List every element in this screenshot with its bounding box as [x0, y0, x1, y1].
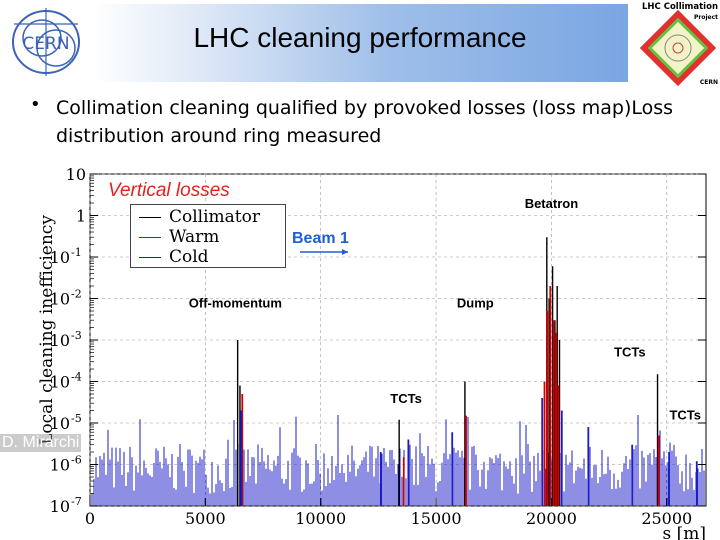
x-tick-label-5: 25000	[641, 509, 692, 528]
y-tick-label-5: 10	[50, 373, 70, 392]
y-tick-label-1: 1	[76, 207, 86, 226]
legend-entry-collimator: Collimator	[131, 207, 285, 227]
legend-swatch-warm	[139, 237, 161, 238]
legend-swatch-collimator	[139, 217, 161, 218]
y-tick-label-2: 10	[50, 248, 70, 267]
slide-title: LHC cleaning performance	[193, 22, 527, 53]
y-tick-exp-5: -4	[71, 371, 82, 384]
axis-ticks	[89, 173, 706, 507]
x-axis-label: s [m]	[662, 524, 706, 540]
y-tick-label-0: 10	[66, 165, 86, 184]
y-tick-exp-3: -2	[71, 288, 82, 301]
cern-logo: CERN	[12, 8, 80, 76]
y-tick-exp-2: -1	[71, 246, 82, 259]
legend-label-warm: Warm	[169, 227, 220, 247]
title-band	[92, 4, 628, 82]
y-tick-label-7: 10	[50, 456, 70, 475]
legend-entry-cold: Cold	[131, 247, 285, 267]
y-tick-exp-4: -3	[71, 329, 82, 342]
annotation-3: TCTs	[390, 391, 422, 406]
bullet-marker: •	[30, 94, 41, 115]
legend-label-cold: Cold	[169, 247, 209, 267]
y-tick-exp-7: -6	[71, 454, 82, 467]
y-tick-label-4: 10	[50, 331, 70, 350]
chart-title: Vertical losses	[108, 180, 230, 201]
project-logo-line2: Project	[694, 14, 718, 21]
collimation-project-logo: LHC Collimation Project CERN	[632, 0, 720, 88]
beam-label: Beam 1	[292, 230, 349, 247]
y-axis-label: Local cleaning inefficiency	[37, 215, 57, 445]
annotation-1: Off-momentum	[189, 296, 282, 311]
y-tick-label-6: 10	[50, 414, 70, 433]
y-tick-exp-6: -5	[71, 412, 82, 425]
annotations: Vertical losses Beam 1 Betatron Off-momentu…	[108, 180, 701, 423]
y-tick-label-8: 10	[50, 497, 70, 516]
beam-arrow-head	[342, 249, 348, 255]
annotation-0: Betatron	[525, 196, 579, 211]
legend-swatch-cold	[139, 257, 161, 258]
annotation-2: Dump	[457, 296, 494, 311]
x-tick-label-3: 15000	[411, 509, 462, 528]
x-tick-label-2: 10000	[295, 509, 346, 528]
legend-label-collimator: Collimator	[169, 207, 261, 227]
bullet-text: Collimation cleaning qualified by provok…	[56, 97, 674, 147]
author-credit: D. Mirarchi	[0, 434, 82, 452]
x-tick-label-4: 20000	[526, 509, 577, 528]
y-tick-exp-8: -7	[71, 495, 82, 508]
x-tick-label-0: 0	[85, 509, 95, 528]
loss-bars	[91, 237, 705, 506]
legend: Collimator Warm Cold	[130, 204, 286, 268]
annotation-5: TCTs	[669, 408, 701, 423]
project-logo-line3: CERN	[700, 79, 718, 86]
cern-logo-text: CERN	[22, 34, 69, 54]
project-logo-line1: LHC Collimation	[642, 2, 718, 12]
annotation-4: TCTs	[614, 345, 646, 360]
slide-header: LHC cleaning performance CERN LHC Collim…	[0, 0, 720, 88]
x-tick-label-1: 5000	[185, 509, 226, 528]
y-tick-label-3: 10	[50, 290, 70, 309]
legend-entry-warm: Warm	[131, 227, 285, 247]
